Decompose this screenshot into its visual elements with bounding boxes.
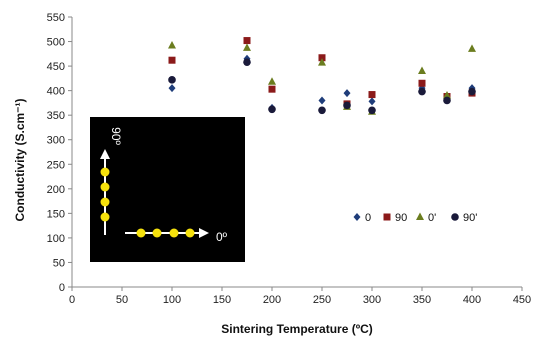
y-tick-label: 400 <box>47 86 65 98</box>
data-point <box>168 76 176 84</box>
y-tick-label: 50 <box>53 257 65 269</box>
x-tick-label: 400 <box>463 294 481 306</box>
orientation-inset: 90º 0º <box>90 117 245 262</box>
data-point <box>268 105 276 114</box>
data-point <box>343 101 351 110</box>
x-tick-label: 50 <box>116 294 128 306</box>
y-tick-label: 150 <box>47 208 65 220</box>
legend-marker <box>416 212 424 220</box>
x-tick-label: 150 <box>213 294 231 306</box>
data-point <box>268 77 276 85</box>
legend-label: 90' <box>463 212 477 224</box>
data-point <box>318 58 326 66</box>
legend: 0 90 0' 90' <box>353 212 477 224</box>
inset-background <box>90 117 245 262</box>
y-axis-title: Conductivity (S.cm⁻¹) <box>13 98 27 221</box>
y-tick-label: 100 <box>47 233 65 245</box>
data-point <box>168 40 176 49</box>
data-point <box>418 66 426 74</box>
data-point <box>368 91 376 99</box>
inset-label-90: 90º <box>109 127 123 145</box>
data-point <box>418 79 426 87</box>
data-point <box>243 58 251 66</box>
data-point <box>243 37 251 45</box>
vertical-fiber-dot <box>100 167 110 177</box>
data-point <box>368 97 376 106</box>
data-point <box>168 84 176 93</box>
data-marks <box>168 37 476 115</box>
data-point <box>418 87 426 96</box>
y-tick-label: 450 <box>47 61 65 73</box>
x-tick-label: 100 <box>163 294 181 306</box>
vertical-fiber-dot <box>100 212 110 222</box>
horizontal-fiber-dot <box>185 228 195 238</box>
data-point <box>368 106 376 115</box>
vertical-fiber-dot <box>100 197 110 207</box>
data-point <box>268 85 276 93</box>
x-axis-title: Sintering Temperature (ºC) <box>221 322 373 336</box>
legend-label: 90 <box>395 212 407 224</box>
legend-marker <box>383 213 391 221</box>
x-tick-label: 200 <box>263 294 281 306</box>
data-point <box>318 54 326 62</box>
data-point <box>343 89 351 98</box>
x-tick-label: 250 <box>313 294 331 306</box>
data-point <box>318 106 326 115</box>
horizontal-fiber-dot <box>136 228 146 238</box>
y-tick-label: 500 <box>47 37 65 49</box>
y-tick-label: 250 <box>47 159 65 171</box>
inset-label-0: 0º <box>216 230 228 244</box>
y-tick-label: 300 <box>47 135 65 147</box>
vertical-fiber-dot <box>100 182 110 192</box>
horizontal-arrowhead <box>199 228 209 238</box>
data-point <box>443 91 451 99</box>
legend-marker <box>353 213 361 221</box>
data-point <box>168 56 176 64</box>
legend-marker <box>451 213 459 221</box>
data-point <box>318 96 326 105</box>
axes: 0 50 100 150 200 250 300 350 400 450 0 50 100 150 200 2… <box>47 12 532 306</box>
x-tick-label: 450 <box>513 294 531 306</box>
x-tick-label: 350 <box>413 294 431 306</box>
y-tick-label: 0 <box>59 282 65 294</box>
legend-label: 0 <box>365 212 371 224</box>
data-point <box>468 87 476 96</box>
legend-label: 0' <box>428 212 436 224</box>
data-point <box>243 43 251 51</box>
horizontal-fiber-dot <box>152 228 162 238</box>
x-tick-label: 0 <box>69 294 75 306</box>
y-tick-label: 550 <box>47 12 65 24</box>
y-tick-label: 200 <box>47 184 65 196</box>
horizontal-fiber-dot <box>169 228 179 238</box>
x-tick-label: 300 <box>363 294 381 306</box>
y-tick-label: 350 <box>47 110 65 122</box>
data-point <box>443 96 451 105</box>
data-point <box>468 44 476 52</box>
vertical-arrowhead <box>100 149 110 159</box>
